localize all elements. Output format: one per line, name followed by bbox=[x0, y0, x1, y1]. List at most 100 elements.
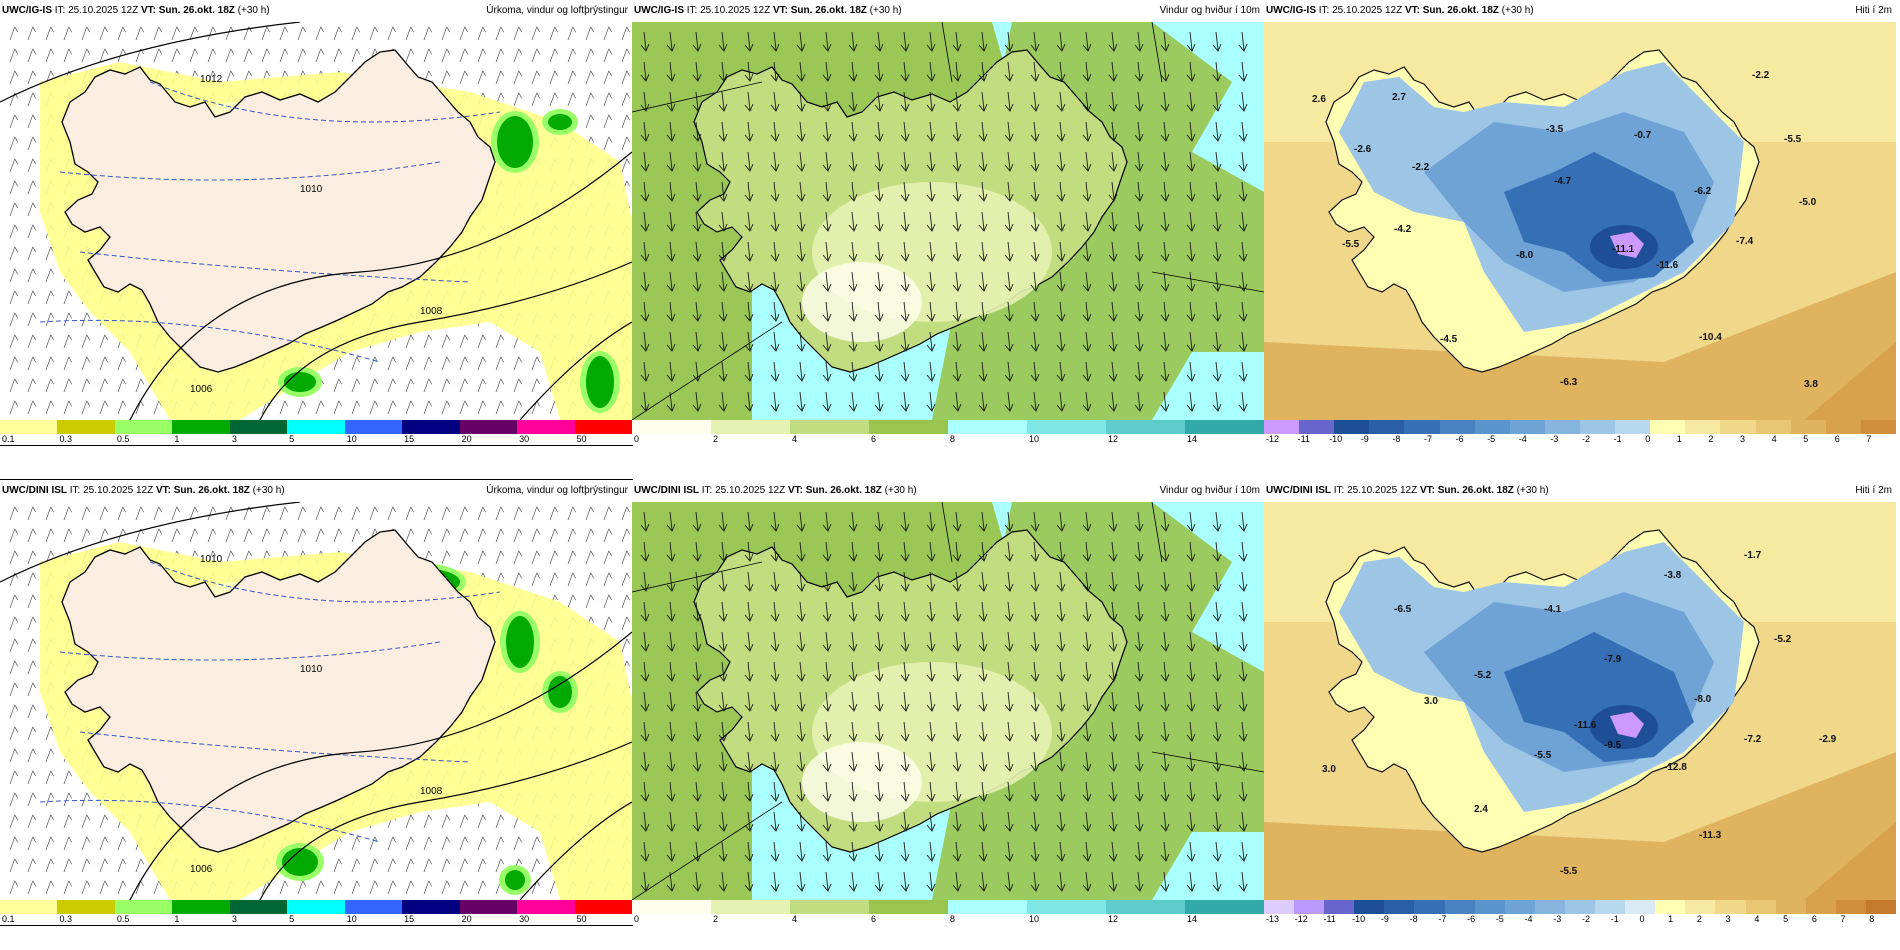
colorbar-tick-label: 6 bbox=[871, 914, 877, 924]
wind-panel-dini: UWC/DINI ISL IT: 25.10.2025 12Z VT: Sun.… bbox=[632, 480, 1265, 925]
colorbar-tick-label: 0.5 bbox=[116, 914, 130, 924]
isobar-label: 1006 bbox=[190, 384, 213, 395]
colorbar-swatch bbox=[114, 900, 173, 914]
colorbar-swatch bbox=[632, 900, 712, 914]
colorbar-tick-label: 0 bbox=[1645, 434, 1651, 444]
colorbar-tick-label: -3 bbox=[1550, 434, 1559, 444]
isobars bbox=[0, 22, 632, 420]
colorbar-swatch bbox=[287, 900, 346, 914]
colorbar-tick-label: -11 bbox=[1297, 434, 1310, 444]
colorbar-swatch bbox=[1299, 420, 1335, 434]
colorbar-swatch bbox=[790, 420, 870, 434]
temperature-value: -2.6 bbox=[1354, 144, 1372, 155]
temp-panel-ig-is: UWC/IG-IS IT: 25.10.2025 12Z VT: Sun. 26… bbox=[1264, 0, 1897, 445]
colorbar-tick-label: 15 bbox=[404, 434, 415, 444]
colorbar-swatch bbox=[1185, 420, 1265, 434]
panel-header: UWC/DINI ISL IT: 25.10.2025 12Z VT: Sun.… bbox=[2, 485, 285, 496]
isotherms bbox=[39, 81, 501, 363]
colorbar-swatch bbox=[869, 900, 949, 914]
temperature-value: -3.8 bbox=[1664, 570, 1682, 581]
colorbar-swatch bbox=[948, 900, 1028, 914]
colorbar-swatch bbox=[229, 420, 288, 434]
colorbar-tick-label: 10 bbox=[346, 914, 357, 924]
panel-header: UWC/DINI ISL IT: 25.10.2025 12Z VT: Sun.… bbox=[634, 485, 917, 496]
colorbar-swatch bbox=[1715, 900, 1747, 914]
temp-map: -6.5 -4.1 -3.8 -1.7 -5.2 -7.9 -5.2 3.0 -8.0 -5.5 -… bbox=[1264, 502, 1896, 900]
colorbar-swatch bbox=[574, 900, 633, 914]
colorbar-tick-label: -2 bbox=[1582, 914, 1591, 924]
colorbar-swatch bbox=[344, 900, 403, 914]
wind-colorbar: 0 2 4 6 8 10 12 14 bbox=[632, 900, 1265, 925]
colorbar-swatch bbox=[1825, 420, 1862, 434]
colorbar-swatch bbox=[1595, 900, 1626, 914]
iceland-outline bbox=[61, 529, 496, 853]
colorbar-swatch bbox=[1106, 900, 1186, 914]
temperature-value: -11.6 bbox=[1574, 720, 1597, 731]
temperature-value: -5.2 bbox=[1774, 634, 1792, 645]
colorbar-swatch bbox=[1655, 900, 1686, 914]
colorbar-tick-label: 20 bbox=[461, 434, 472, 444]
colorbar-swatch bbox=[0, 420, 58, 434]
colorbar-tick-label: -6 bbox=[1467, 914, 1476, 924]
colorbar-tick-label: -10 bbox=[1329, 434, 1343, 444]
colorbar-swatch bbox=[1444, 900, 1476, 914]
colorbar-swatch bbox=[1294, 900, 1325, 914]
colorbar-tick-label: -4 bbox=[1518, 434, 1527, 444]
colorbar-tick-label: 15 bbox=[404, 914, 415, 924]
colorbar-tick-label: 12 bbox=[1108, 914, 1119, 924]
temperature-value: -6.2 bbox=[1694, 186, 1712, 197]
colorbar-tick-label: -3 bbox=[1553, 914, 1562, 924]
colorbar-tick-label: 3 bbox=[1725, 914, 1731, 924]
colorbar-swatch bbox=[1369, 420, 1405, 434]
colorbar-tick-label: 50 bbox=[576, 914, 587, 924]
isobar-label: 1010 bbox=[200, 554, 223, 565]
temperature-value: -2.9 bbox=[1819, 734, 1837, 745]
colorbar-tick-label: 2 bbox=[1708, 434, 1714, 444]
wind-map-svg bbox=[632, 502, 1264, 900]
colorbar-tick-label: -7 bbox=[1424, 434, 1433, 444]
temperature-value: -8.0 bbox=[1694, 694, 1712, 705]
wind-map bbox=[632, 502, 1264, 900]
iceland-outline bbox=[61, 49, 496, 373]
temperature-value: 3.8 bbox=[1804, 379, 1818, 390]
colorbar-swatch bbox=[57, 420, 116, 434]
temperature-value: -2.2 bbox=[1412, 162, 1430, 173]
panel-parameter-title: Hiti í 2m bbox=[1855, 5, 1892, 16]
temperature-value: 2.4 bbox=[1474, 804, 1488, 815]
colorbar-tick-label: -9 bbox=[1360, 434, 1369, 444]
temperature-value: -11.6 bbox=[1656, 260, 1679, 271]
colorbar-swatch bbox=[790, 900, 870, 914]
wind-arrows bbox=[640, 31, 1248, 412]
colorbar-tick-label: 1 bbox=[174, 434, 180, 444]
wind-panel-ig-is: UWC/IG-IS IT: 25.10.2025 12Z VT: Sun. 26… bbox=[632, 0, 1265, 445]
temperature-value: 3.0 bbox=[1322, 764, 1336, 775]
colorbar-tick-label: 8 bbox=[1869, 914, 1875, 924]
colorbar-tick-label: 4 bbox=[792, 914, 798, 924]
panel-parameter-title: Vindur og hviður í 10m bbox=[1159, 485, 1260, 496]
precip-map: 1012 1010 1008 1006 bbox=[0, 22, 632, 420]
colorbar-swatch bbox=[1790, 420, 1827, 434]
precip-map-svg: 1010 1010 1008 1006 bbox=[0, 502, 632, 900]
temperature-value: -5.0 bbox=[1799, 197, 1817, 208]
colorbar-tick-label: 5 bbox=[289, 434, 295, 444]
isobar-label: 1010 bbox=[300, 184, 323, 195]
colorbar-tick-label: -13 bbox=[1266, 914, 1280, 924]
colorbar-swatch bbox=[1650, 420, 1686, 434]
colorbar-tick-label: 4 bbox=[1771, 434, 1777, 444]
temperature-labels: -6.5 -4.1 -3.8 -1.7 -5.2 -7.9 -5.2 3.0 -8.0 -5.5 -… bbox=[1322, 550, 1837, 877]
colorbar-swatch bbox=[1354, 900, 1385, 914]
temp-map-svg: -6.5 -4.1 -3.8 -1.7 -5.2 -7.9 -5.2 3.0 -8.0 -5.5 -… bbox=[1264, 502, 1896, 900]
colorbar-tick-label: 0.1 bbox=[2, 914, 15, 924]
panel-parameter-title: Hiti í 2m bbox=[1855, 485, 1892, 496]
colorbar-swatch bbox=[459, 900, 518, 914]
colorbar-tick-label: 7 bbox=[1866, 434, 1872, 444]
colorbar-swatch bbox=[1580, 420, 1616, 434]
temperature-value: -3.5 bbox=[1546, 124, 1564, 135]
colorbar-swatch bbox=[344, 420, 403, 434]
colorbar-swatch bbox=[948, 420, 1028, 434]
precip-panel-dini: UWC/DINI ISL IT: 25.10.2025 12Z VT: Sun.… bbox=[0, 479, 633, 926]
colorbar-tick-label: 5 bbox=[1803, 434, 1809, 444]
wind-map bbox=[632, 22, 1264, 420]
colorbar-tick-label: -10 bbox=[1352, 914, 1366, 924]
isobar-label: 1006 bbox=[190, 864, 213, 875]
